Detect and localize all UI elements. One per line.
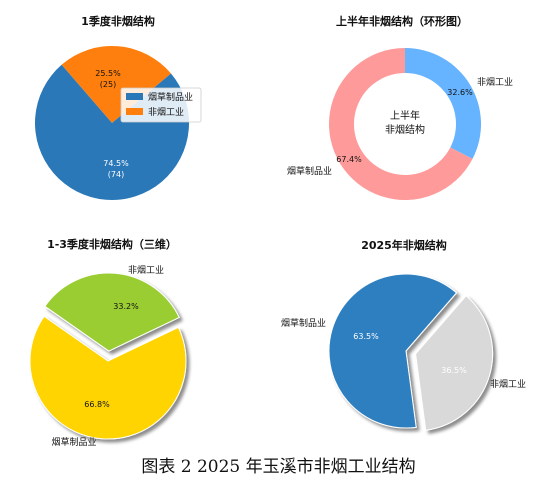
pie-slice-nontobacco-q1 (61, 46, 171, 123)
count-label-tobacco-q1: (74) (108, 170, 124, 179)
pie-q13 (29, 272, 187, 440)
legend-label-tobacco: 烟草制品业 (148, 91, 193, 103)
slice-label-tobacco-q13: 烟草制品业 (51, 436, 96, 448)
legend-swatch-tobacco (126, 93, 143, 100)
figure-caption: 图表 2 2025 年玉溪市非烟工业结构 (141, 457, 416, 477)
donut-center-line1: 上半年 (390, 109, 420, 122)
pct-label-nontobacco-q1: 25.5% (95, 69, 121, 78)
donut-slice-tobacco-h1 (329, 48, 473, 200)
pie-slice-tobacco-q13 (29, 315, 187, 440)
pct-label-tobacco-q13: 66.8% (84, 400, 110, 409)
chart-title-q13: 1-3季度非烟结构（三维） (47, 237, 177, 251)
legend-swatch-nontobacco (126, 108, 143, 115)
panel-q1: 1季度非烟结构 烟草制品业 非烟工业 25.5% (25) 74.5% (74) (35, 14, 202, 201)
donut-slice-nontobacco-h1 (405, 47, 482, 159)
slice-label-nontobacco-2025: 非烟工业 (490, 378, 526, 390)
slice-label-nontobacco-h1: 非烟工业 (477, 76, 513, 88)
pct-label-tobacco-h1: 67.4% (336, 155, 362, 164)
pie-slice-nontobacco-2025 (415, 295, 494, 431)
pie-2025 (328, 273, 494, 431)
pct-label-nontobacco-q13: 33.2% (113, 302, 139, 311)
legend-q1: 烟草制品业 非烟工业 (120, 87, 202, 123)
slice-label-nontobacco-q13: 非烟工业 (128, 264, 164, 276)
pct-label-tobacco-q1: 74.5% (103, 159, 129, 168)
pct-label-nontobacco-h1: 32.6% (447, 88, 473, 97)
pie-slice-nontobacco-q13 (44, 272, 180, 352)
donut-h1 (329, 47, 482, 200)
panel-h1: 上半年非烟结构（环形图） 上半年 非烟结构 32.6% 67.4% 非烟工业 烟… (287, 14, 513, 200)
count-label-nontobacco-q1: (25) (100, 80, 116, 89)
slice-label-tobacco-h1: 烟草制品业 (287, 165, 332, 177)
donut-center-line2: 非烟结构 (385, 123, 425, 136)
legend-label-nontobacco: 非烟工业 (148, 106, 184, 118)
slice-label-tobacco-2025: 烟草制品业 (281, 317, 326, 329)
pct-label-nontobacco-2025: 36.5% (441, 366, 467, 375)
pie-slice-tobacco-2025 (328, 273, 458, 429)
chart-title-q1: 1季度非烟结构 (81, 14, 155, 28)
panel-q13: 1-3季度非烟结构（三维） 33.2% 66.8% 非烟工业 烟草制品业 (29, 237, 187, 448)
chart-title-h1: 上半年非烟结构（环形图） (336, 14, 468, 28)
pct-label-tobacco-2025: 63.5% (353, 332, 379, 341)
chart-title-2025: 2025年非烟结构 (361, 238, 447, 252)
panel-2025: 2025年非烟结构 63.5% 36.5% 烟草制品业 非烟工业 (281, 238, 526, 431)
figure-canvas: 1季度非烟结构 烟草制品业 非烟工业 25.5% (25) 74.5% (74)… (29, 14, 526, 448)
